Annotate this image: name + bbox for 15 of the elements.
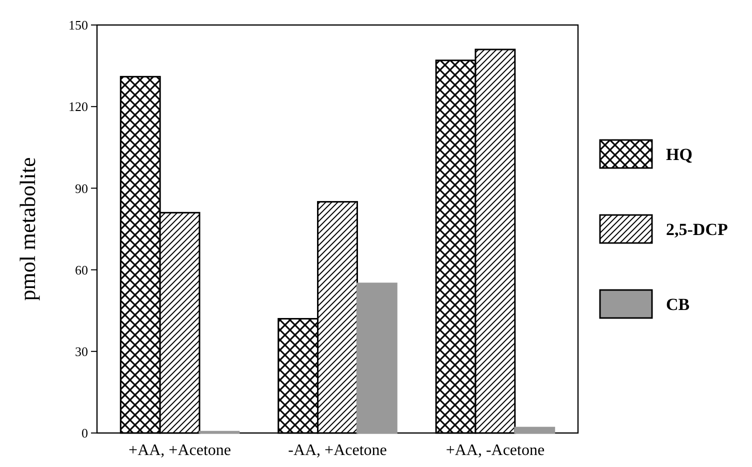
legend-label: HQ	[666, 144, 692, 164]
y-axis-title: pmol metabolite	[15, 157, 40, 301]
x-tick-label: +AA, -Acetone	[446, 442, 545, 459]
y-tick-label: 90	[75, 180, 88, 196]
y-tick-label: 30	[75, 344, 88, 359]
legend-label: 2,5-DCP	[666, 220, 728, 239]
y-tick-label: 60	[75, 262, 88, 278]
x-tick-label: +AA, +Acetone	[128, 442, 232, 459]
bar	[356, 282, 398, 434]
y-tick-label: 120	[68, 99, 88, 114]
y-tick-label: 150	[68, 18, 88, 33]
x-tick-label: -AA, +Acetone	[288, 442, 387, 459]
bar	[514, 426, 556, 434]
y-tick-label: 0	[82, 426, 88, 441]
legend-label: CB	[666, 294, 690, 314]
